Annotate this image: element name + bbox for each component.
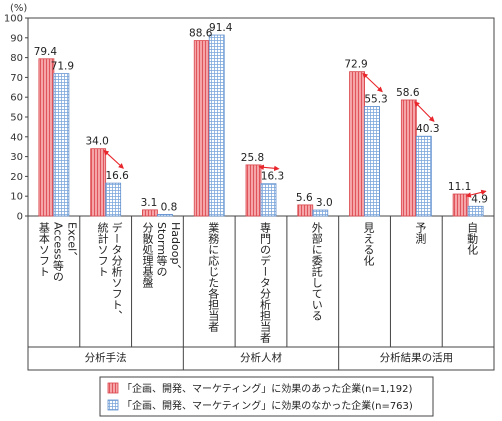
difference-arrow	[414, 101, 435, 122]
value-label: 16.6	[105, 170, 129, 182]
legend-box	[99, 376, 434, 417]
y-tick-label: 70	[10, 73, 23, 84]
value-label: 3.1	[141, 197, 158, 209]
bar-not-effective	[312, 209, 329, 217]
legend-label: 「企画、開発、マーケティング」に効果のなかった企業(n=763)	[122, 399, 413, 412]
bar-not-effective	[415, 135, 432, 217]
y-tick-label: 60	[10, 93, 23, 104]
category-label: 専門のデータ分析担当者	[259, 222, 272, 344]
y-tick-label: 40	[10, 132, 23, 143]
category-label: Excel、	[65, 222, 78, 262]
value-label: 58.6	[396, 87, 420, 99]
group-label: 分析結果の活用	[380, 351, 454, 364]
value-label: 16.3	[261, 171, 284, 183]
y-tick-label: 50	[10, 113, 23, 124]
value-label: 40.3	[416, 123, 439, 135]
bar-not-effective	[53, 73, 70, 217]
y-axis-unit: (%)	[10, 3, 27, 14]
value-label: 72.9	[344, 59, 367, 71]
bar-effective	[297, 204, 314, 217]
y-tick-label: 100	[4, 14, 23, 25]
legend-label: 「企画、開発、マーケティング」に効果のあった企業(n=1,192)	[122, 382, 412, 395]
category-label: 統計ソフト	[96, 221, 109, 277]
difference-arrow	[258, 164, 280, 172]
value-label: 79.4	[34, 46, 58, 58]
bar-effective	[349, 71, 365, 217]
value-label: 3.0	[316, 197, 333, 209]
category-label: Storm等の	[155, 222, 168, 277]
bar-not-effective	[467, 205, 484, 217]
legend-swatch-not-effective	[107, 399, 119, 411]
value-label: 55.3	[364, 94, 387, 106]
bar-not-effective	[364, 106, 380, 217]
difference-arrow	[465, 189, 487, 198]
value-label: 11.1	[448, 181, 471, 193]
bar-effective	[245, 164, 262, 217]
category-label: 見える化	[362, 222, 375, 267]
value-label: 0.8	[161, 201, 178, 213]
y-tick-label: 90	[10, 33, 23, 44]
bar-not-effective	[157, 214, 173, 217]
value-label: 88.6	[189, 28, 213, 40]
bar-effective	[400, 99, 417, 217]
category-label: 基本ソフト	[37, 222, 50, 277]
value-label: 91.4	[209, 22, 233, 34]
difference-arrow	[362, 72, 383, 93]
value-label: 25.8	[241, 152, 264, 164]
category-label: 外部に委託している	[310, 222, 323, 321]
category-label: データ分析ソフト、	[110, 221, 123, 321]
legend: 「企画、開発、マーケティング」に効果のあった企業(n=1,192) 「企画、開発、…	[99, 376, 434, 417]
y-tick-label: 20	[10, 172, 23, 183]
plot-frame	[27, 17, 495, 371]
category-label: 自動化	[466, 222, 479, 256]
category-label: 分散処理基盤	[141, 222, 154, 288]
bar-effective	[452, 193, 469, 217]
difference-arrow	[103, 149, 124, 169]
y-tick-label: 30	[10, 152, 23, 163]
value-label: 34.0	[85, 136, 108, 148]
category-label: Hadoop、	[169, 222, 182, 275]
bar-effective	[142, 209, 158, 217]
category-label: 予測	[414, 222, 427, 245]
value-label: 71.9	[51, 61, 74, 73]
bar-not-effective	[260, 183, 277, 217]
bar-not-effective	[105, 182, 122, 217]
y-tick-label: 0	[17, 212, 23, 223]
bars: 79.4 71.9 34.0 16.6 3.1 0.8 88.691.4 25.8 16.3 5.…	[34, 22, 488, 217]
bar-not-effective	[208, 34, 225, 217]
value-label: 5.6	[296, 192, 313, 204]
category-label: Access等の	[51, 222, 64, 282]
category-label: 業務に応じた各担当者	[207, 222, 220, 333]
bar-effective	[90, 148, 107, 217]
value-label: 4.9	[471, 193, 488, 205]
y-tick-label: 80	[10, 53, 23, 64]
bar-effective	[193, 40, 210, 217]
group-label: 分析手法	[85, 351, 127, 364]
legend-swatch-effective	[107, 382, 119, 394]
group-label: 分析人材	[240, 351, 282, 364]
bar-effective	[38, 58, 55, 217]
y-tick-label: 10	[10, 192, 23, 203]
